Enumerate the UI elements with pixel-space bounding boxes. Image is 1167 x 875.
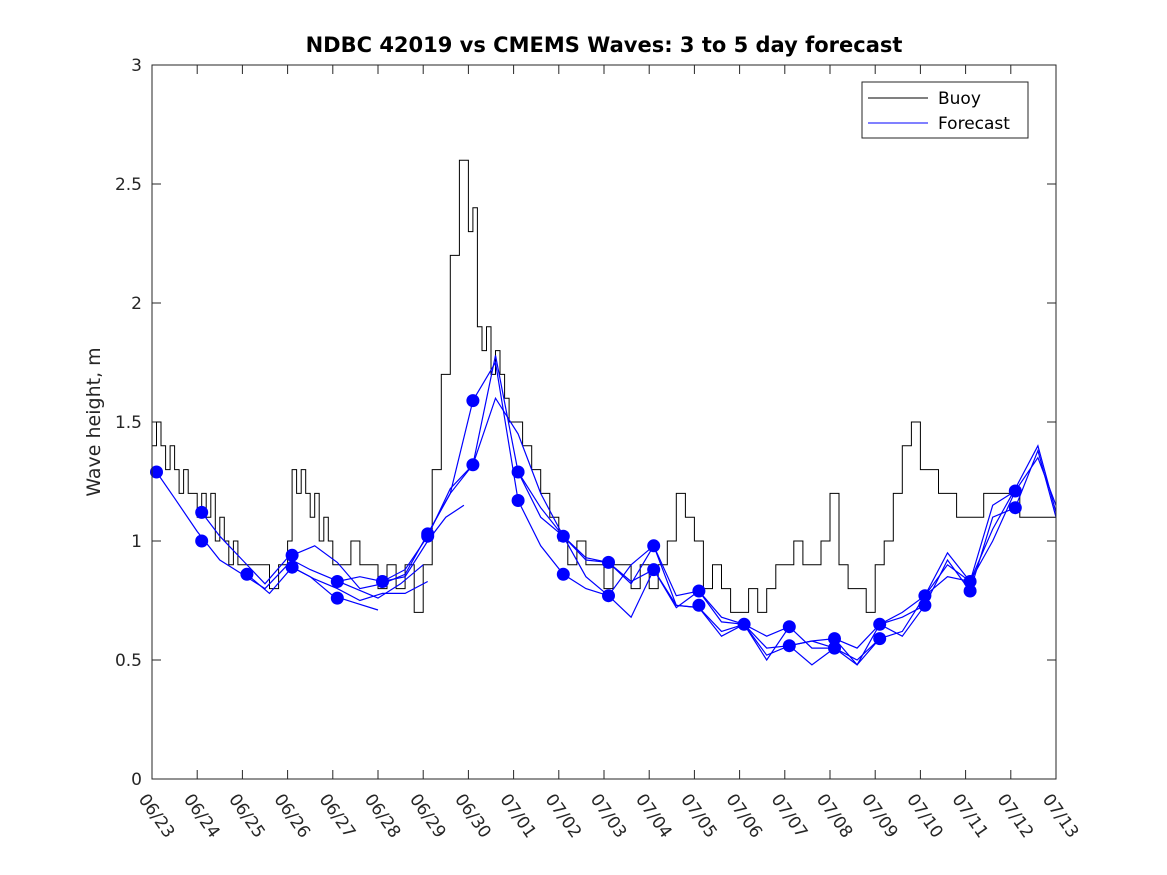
- buoy-line: [152, 159, 1056, 613]
- forecast-start-marker: [285, 560, 299, 574]
- y-tick-label: 2.5: [115, 175, 142, 195]
- forecast-start-marker: [330, 575, 344, 588]
- legend: Buoy Forecast: [861, 81, 1029, 139]
- forecast-start-marker: [873, 632, 887, 646]
- forecast-run-line: [337, 504, 465, 583]
- forecast-start-marker: [918, 598, 932, 612]
- legend-buoy-label: Buoy: [938, 89, 981, 109]
- forecast-start-marker: [466, 394, 480, 408]
- y-tick-label: 0.5: [115, 651, 142, 671]
- forecast-start-marker: [330, 591, 344, 605]
- forecast-start-marker: [692, 584, 706, 598]
- forecast-start-marker: [195, 534, 209, 548]
- legend-forecast-label: Forecast: [938, 114, 1010, 134]
- forecast-start-marker: [647, 563, 661, 577]
- plot-area: [152, 65, 1056, 779]
- forecast-run-line: [246, 566, 428, 602]
- forecast-start-marker: [421, 529, 435, 543]
- axes-background: [152, 65, 1056, 779]
- forecast-start-marker: [647, 539, 661, 553]
- y-axis-ticks: 0 0.5 1 1.5 2 2.5 3: [115, 56, 1056, 790]
- chart-title: NDBC 42019 vs CMEMS Waves: 3 to 5 day fo…: [306, 33, 903, 57]
- forecast-start-markers: [150, 394, 1022, 655]
- y-tick-label: 1.5: [115, 413, 142, 433]
- y-axis-label: Wave height, m: [83, 347, 105, 496]
- forecast-start-marker: [782, 620, 796, 634]
- forecast-start-marker: [195, 505, 209, 519]
- forecast-start-marker: [602, 589, 615, 603]
- forecast-start-marker: [692, 598, 706, 612]
- forecast-start-marker: [240, 567, 254, 581]
- forecast-start-marker: [828, 641, 841, 655]
- y-tick-label: 1: [131, 532, 142, 552]
- legend-box: [861, 81, 1029, 139]
- forecast-start-marker: [285, 548, 299, 562]
- forecast-start-marker: [511, 465, 525, 479]
- forecast-start-marker: [376, 575, 389, 588]
- forecast-start-marker: [511, 494, 525, 507]
- forecast-start-marker: [873, 617, 887, 631]
- y-tick-label: 0: [131, 770, 142, 790]
- forecast-start-marker: [556, 567, 570, 581]
- forecast-start-marker: [963, 575, 977, 588]
- forecast-start-marker: [466, 458, 480, 472]
- forecast-start-marker: [556, 529, 570, 543]
- forecast-start-marker: [782, 639, 796, 653]
- axes-box: [151, 64, 1057, 780]
- y-tick-label: 3: [131, 56, 142, 76]
- forecast-start-marker: [1008, 484, 1022, 498]
- forecast-start-marker: [1008, 501, 1022, 515]
- forecast-start-marker: [828, 632, 841, 646]
- forecast-run-line: [924, 456, 1057, 597]
- y-tick-label: 2: [131, 294, 142, 314]
- forecast-start-marker: [150, 465, 163, 479]
- forecast-start-marker: [737, 617, 751, 631]
- forecast-start-marker: [918, 589, 932, 603]
- buoy-series: [152, 159, 1056, 613]
- forecast-start-marker: [963, 584, 977, 598]
- forecast-start-marker: [602, 555, 615, 569]
